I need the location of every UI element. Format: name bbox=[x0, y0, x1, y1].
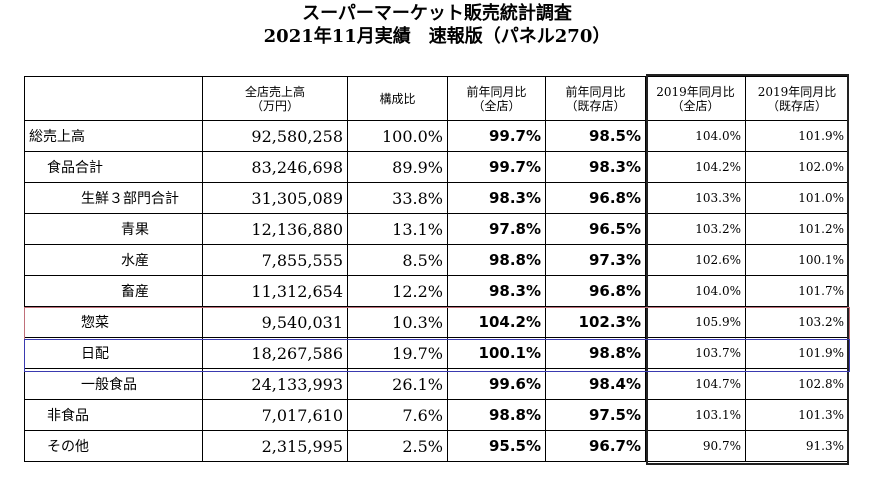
yoy-all-cell: 98.3% bbox=[447, 275, 546, 307]
vs2019-all-cell: 104.0% bbox=[645, 275, 746, 307]
composition-cell: 7.6% bbox=[347, 399, 448, 431]
table-row: 畜産 11,312,654 12.2% 98.3% 96.8% 104.0% 101.7% bbox=[24, 275, 849, 307]
row-label: 食品合計 bbox=[24, 151, 203, 183]
yoy-all-cell: 98.8% bbox=[447, 244, 546, 276]
report-title: スーパーマーケット販売統計調査 bbox=[302, 3, 572, 24]
composition-cell: 12.2% bbox=[347, 275, 448, 307]
sales-cell: 7,017,610 bbox=[202, 399, 348, 431]
yoy-existing-cell: 102.3% bbox=[545, 306, 646, 338]
yoy-all-cell: 99.7% bbox=[447, 120, 546, 152]
table-row: 生鮮３部門合計 31,305,089 33.8% 98.3% 96.8% 103.3% 10… bbox=[24, 182, 849, 214]
header-yoy-existing: 前年同月比 （既存店） bbox=[545, 76, 646, 121]
header-label bbox=[24, 76, 203, 121]
header-yoy-all: 前年同月比 （全店） bbox=[447, 76, 546, 121]
sales-cell: 2,315,995 bbox=[202, 430, 348, 462]
vs2019-all-cell: 104.0% bbox=[645, 120, 746, 152]
sales-cell: 7,855,555 bbox=[202, 244, 348, 276]
sales-cell: 31,305,089 bbox=[202, 182, 348, 214]
vs2019-all-cell: 103.3% bbox=[645, 182, 746, 214]
vs2019-all-cell: 103.1% bbox=[645, 399, 746, 431]
table-row: 青果 12,136,880 13.1% 97.8% 96.5% 103.2% 101.2% bbox=[24, 213, 849, 245]
sales-cell: 83,246,698 bbox=[202, 151, 348, 183]
yoy-existing-cell: 98.3% bbox=[545, 151, 646, 183]
vs2019-existing-cell: 101.3% bbox=[745, 399, 849, 431]
table-row: 非食品 7,017,610 7.6% 98.8% 97.5% 103.1% 101.3% bbox=[24, 399, 849, 431]
row-label: 一般食品 bbox=[24, 368, 203, 400]
vs2019-all-cell: 104.2% bbox=[645, 151, 746, 183]
sales-table: 全店売上高 （万円） 構成比 前年同月比 （全店） 前年同月比 （既存店） 20… bbox=[24, 76, 849, 462]
sales-cell: 92,580,258 bbox=[202, 120, 348, 152]
yoy-all-cell: 99.7% bbox=[447, 151, 546, 183]
vs2019-all-cell: 103.2% bbox=[645, 213, 746, 245]
row-label: 青果 bbox=[24, 213, 203, 245]
vs2019-all-cell: 105.9% bbox=[645, 306, 746, 338]
yoy-existing-cell: 96.8% bbox=[545, 182, 646, 214]
sales-cell: 12,136,880 bbox=[202, 213, 348, 245]
vs2019-existing-cell: 102.0% bbox=[745, 151, 849, 183]
vs2019-existing-cell: 100.1% bbox=[745, 244, 849, 276]
header-row: 全店売上高 （万円） 構成比 前年同月比 （全店） 前年同月比 （既存店） 20… bbox=[24, 76, 849, 121]
table-row: 惣菜 9,540,031 10.3% 104.2% 102.3% 105.9% 103.2% bbox=[24, 306, 849, 338]
row-label: 非食品 bbox=[24, 399, 203, 431]
yoy-all-cell: 100.1% bbox=[447, 337, 546, 369]
yoy-existing-cell: 96.8% bbox=[545, 275, 646, 307]
sales-cell: 24,133,993 bbox=[202, 368, 348, 400]
yoy-existing-cell: 98.4% bbox=[545, 368, 646, 400]
yoy-existing-cell: 97.5% bbox=[545, 399, 646, 431]
yoy-existing-cell: 98.5% bbox=[545, 120, 646, 152]
vs2019-existing-cell: 103.2% bbox=[745, 306, 849, 338]
composition-cell: 8.5% bbox=[347, 244, 448, 276]
yoy-all-cell: 104.2% bbox=[447, 306, 546, 338]
table-row: 総売上高 92,580,258 100.0% 99.7% 98.5% 104.0% 101.… bbox=[24, 120, 849, 152]
header-vs2019-all: 2019年同月比 （全店） bbox=[645, 76, 746, 121]
composition-cell: 100.0% bbox=[347, 120, 448, 152]
yoy-all-cell: 97.8% bbox=[447, 213, 546, 245]
vs2019-existing-cell: 101.9% bbox=[745, 120, 849, 152]
composition-cell: 2.5% bbox=[347, 430, 448, 462]
header-sales: 全店売上高 （万円） bbox=[202, 76, 348, 121]
yoy-all-cell: 98.8% bbox=[447, 399, 546, 431]
yoy-existing-cell: 97.3% bbox=[545, 244, 646, 276]
composition-cell: 26.1% bbox=[347, 368, 448, 400]
header-vs2019-existing: 2019年同月比 （既存店） bbox=[745, 76, 849, 121]
row-label: 水産 bbox=[24, 244, 203, 276]
vs2019-all-cell: 104.7% bbox=[645, 368, 746, 400]
vs2019-all-cell: 103.7% bbox=[645, 337, 746, 369]
vs2019-existing-cell: 91.3% bbox=[745, 430, 849, 462]
yoy-all-cell: 99.6% bbox=[447, 368, 546, 400]
row-label: 総売上高 bbox=[24, 120, 203, 152]
yoy-existing-cell: 96.7% bbox=[545, 430, 646, 462]
sales-cell: 18,267,586 bbox=[202, 337, 348, 369]
vs2019-existing-cell: 101.7% bbox=[745, 275, 849, 307]
vs2019-all-cell: 90.7% bbox=[645, 430, 746, 462]
table-row: 食品合計 83,246,698 89.9% 99.7% 98.3% 104.2% 102.0… bbox=[24, 151, 849, 183]
yoy-all-cell: 98.3% bbox=[447, 182, 546, 214]
row-label: 畜産 bbox=[24, 275, 203, 307]
vs2019-existing-cell: 101.9% bbox=[745, 337, 849, 369]
yoy-existing-cell: 96.5% bbox=[545, 213, 646, 245]
row-label: 生鮮３部門合計 bbox=[24, 182, 203, 214]
yoy-all-cell: 95.5% bbox=[447, 430, 546, 462]
header-composition: 構成比 bbox=[347, 76, 448, 121]
row-label: 惣菜 bbox=[24, 306, 203, 338]
vs2019-all-cell: 102.6% bbox=[645, 244, 746, 276]
yoy-existing-cell: 98.8% bbox=[545, 337, 646, 369]
table-row: その他 2,315,995 2.5% 95.5% 96.7% 90.7% 91.3% bbox=[24, 430, 849, 462]
report-subtitle: 2021年11月実績 速報版（パネル270） bbox=[263, 26, 611, 47]
vs2019-existing-cell: 101.2% bbox=[745, 213, 849, 245]
composition-cell: 13.1% bbox=[347, 213, 448, 245]
row-label: 日配 bbox=[24, 337, 203, 369]
composition-cell: 10.3% bbox=[347, 306, 448, 338]
composition-cell: 89.9% bbox=[347, 151, 448, 183]
vs2019-existing-cell: 102.8% bbox=[745, 368, 849, 400]
row-label: その他 bbox=[24, 430, 203, 462]
vs2019-existing-cell: 101.0% bbox=[745, 182, 849, 214]
sales-cell: 11,312,654 bbox=[202, 275, 348, 307]
table-row: 日配 18,267,586 19.7% 100.1% 98.8% 103.7% 101.9% bbox=[24, 337, 849, 369]
table-row: 一般食品 24,133,993 26.1% 99.6% 98.4% 104.7% 102.8… bbox=[24, 368, 849, 400]
composition-cell: 19.7% bbox=[347, 337, 448, 369]
sales-cell: 9,540,031 bbox=[202, 306, 348, 338]
composition-cell: 33.8% bbox=[347, 182, 448, 214]
table-row: 水産 7,855,555 8.5% 98.8% 97.3% 102.6% 100.1% bbox=[24, 244, 849, 276]
